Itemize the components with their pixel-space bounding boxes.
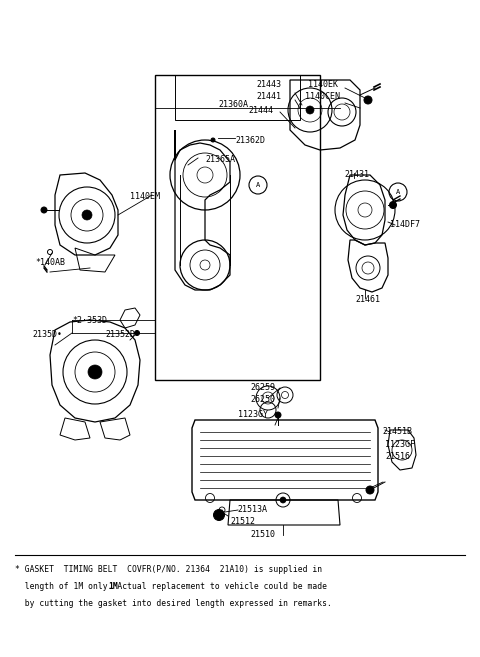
Text: 21443: 21443 — [256, 80, 281, 89]
Text: 21362D: 21362D — [235, 136, 265, 145]
Text: by cutting the gasket into desired length expressed in remarks.: by cutting the gasket into desired lengt… — [15, 599, 332, 608]
Circle shape — [389, 202, 396, 208]
Circle shape — [88, 365, 102, 379]
Text: 21352D: 21352D — [105, 330, 135, 339]
Text: 1123GF: 1123GF — [385, 440, 415, 449]
Circle shape — [366, 486, 374, 494]
Text: 1140CEN: 1140CEN — [305, 92, 340, 101]
Text: *140AB: *140AB — [35, 258, 65, 267]
Circle shape — [41, 207, 47, 213]
Text: 21441: 21441 — [256, 92, 281, 101]
Circle shape — [275, 412, 281, 418]
Text: *2·353D: *2·353D — [72, 316, 107, 325]
Text: 1M: 1M — [108, 582, 118, 591]
Text: length of 1M only. Actual replacement to vehicle could be made: length of 1M only. Actual replacement to… — [15, 582, 327, 591]
Text: 21461: 21461 — [355, 295, 380, 304]
Text: 26259: 26259 — [250, 383, 275, 392]
Circle shape — [214, 509, 225, 520]
Circle shape — [134, 330, 140, 336]
Text: 21444: 21444 — [248, 106, 273, 115]
Text: 114DF7: 114DF7 — [390, 220, 420, 229]
Text: 2135D•: 2135D• — [32, 330, 62, 339]
Text: 21365A: 21365A — [205, 155, 235, 164]
Text: 21451B: 21451B — [382, 427, 412, 436]
Text: 21513A: 21513A — [237, 505, 267, 514]
Text: 21431: 21431 — [344, 170, 369, 179]
Text: 1140EK: 1140EK — [308, 80, 338, 89]
Text: 21512: 21512 — [230, 517, 255, 526]
Circle shape — [280, 497, 286, 503]
Circle shape — [364, 96, 372, 104]
Text: 21510: 21510 — [251, 530, 276, 539]
Circle shape — [82, 210, 92, 220]
Text: 26250: 26250 — [250, 395, 275, 404]
Circle shape — [211, 138, 215, 142]
Text: A: A — [396, 189, 400, 195]
Text: 1140EM: 1140EM — [130, 192, 160, 201]
Text: * GASKET  TIMING BELT  COVFR(P/NO. 21364  21A10) is supplied in: * GASKET TIMING BELT COVFR(P/NO. 21364 2… — [15, 565, 322, 574]
Text: A: A — [256, 182, 260, 188]
Text: 21516: 21516 — [385, 452, 410, 461]
Circle shape — [306, 106, 314, 114]
Text: 1123GY: 1123GY — [238, 410, 268, 419]
Text: 21360A: 21360A — [218, 100, 248, 109]
